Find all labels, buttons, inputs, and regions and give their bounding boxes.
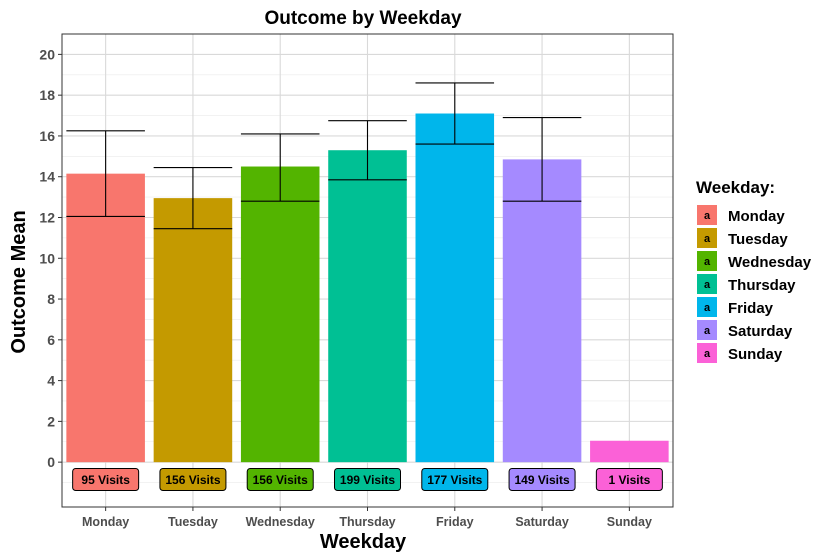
legend-key-glyph: a [704, 279, 711, 291]
legend-item-thursday: a Thursday [697, 274, 796, 294]
x-tick-label: Tuesday [168, 515, 218, 529]
y-tick-label: 12 [39, 209, 55, 225]
data-label-text: 199 Visits [340, 473, 395, 487]
error-bar-tuesday [153, 166, 233, 230]
y-tick-label: 8 [47, 291, 55, 307]
data-label-text: 156 Visits [165, 473, 220, 487]
x-tick-label: Sunday [607, 515, 652, 529]
x-tick-label: Wednesday [246, 515, 315, 529]
data-label-friday: 177 Visits [421, 467, 489, 491]
legend-key [697, 343, 717, 363]
plot-panel: 95 Visits 156 Visits 156 Visits 199 Visits 1… [61, 33, 674, 508]
legend-label: Sunday [728, 346, 783, 363]
bar-friday [415, 113, 495, 463]
data-label-wednesday: 156 Visits [246, 467, 314, 491]
legend-key-glyph: a [704, 325, 711, 337]
legend-key [697, 297, 717, 317]
x-axis-ticks: Monday Tuesday Wednesday Thursday Friday Satu… [82, 507, 652, 529]
y-tick-label: 6 [47, 332, 55, 348]
legend-key-glyph: a [704, 256, 711, 268]
y-tick-label: 10 [39, 250, 55, 266]
data-label-text: 95 Visits [81, 473, 130, 487]
legend-key-glyph: a [704, 210, 711, 222]
data-label-monday: 95 Visits [72, 467, 140, 491]
legend-label: Friday [728, 300, 774, 317]
legend-item-wednesday: a Wednesday [697, 251, 812, 271]
legend-key [697, 205, 717, 225]
data-label-text: 1 Visits [608, 473, 650, 487]
bar-sunday [590, 440, 669, 463]
chart-title: Outcome by Weekday [264, 8, 462, 29]
y-axis-ticks: 0 2 4 6 8 10 12 14 16 18 20 [39, 46, 62, 470]
legend-title: Weekday: [696, 178, 775, 197]
data-label-saturday: 149 Visits [508, 467, 576, 491]
legend-key [697, 320, 717, 340]
bar-wednesday [240, 166, 320, 463]
legend-key [697, 251, 717, 271]
y-tick-label: 2 [47, 413, 55, 429]
y-tick-label: 0 [47, 454, 55, 470]
y-tick-label: 16 [39, 128, 55, 144]
x-tick-label: Friday [436, 515, 474, 529]
legend-item-saturday: a Saturday [697, 320, 793, 340]
legend-item-monday: a Monday [697, 205, 785, 225]
y-tick-label: 18 [39, 87, 55, 103]
legend-label: Saturday [728, 323, 793, 340]
legend-item-sunday: a Sunday [697, 343, 783, 363]
legend-label: Wednesday [728, 254, 812, 271]
error-bar-wednesday [240, 133, 320, 202]
error-bar-thursday [328, 120, 407, 181]
x-tick-label: Monday [82, 515, 129, 529]
legend-item-friday: a Friday [697, 297, 774, 317]
bar-monday [66, 173, 145, 463]
legend: Weekday: a Monday a Tuesday a Wednesday a Thurs… [696, 178, 812, 363]
legend-key-glyph: a [704, 233, 711, 245]
error-bar-saturday [502, 117, 582, 202]
legend-key [697, 228, 717, 248]
data-label-tuesday: 156 Visits [159, 467, 227, 491]
data-label-text: 156 Visits [253, 473, 308, 487]
error-bar-friday [415, 82, 495, 145]
bar-thursday [328, 150, 407, 463]
legend-key-glyph: a [704, 302, 711, 314]
y-tick-label: 4 [47, 373, 55, 389]
legend-label: Tuesday [728, 231, 788, 248]
data-label-text: 149 Visits [514, 473, 569, 487]
bar-tuesday [153, 198, 233, 463]
x-axis-title: Weekday [320, 531, 407, 553]
data-label-text: 177 Visits [427, 473, 482, 487]
legend-item-tuesday: a Tuesday [697, 228, 788, 248]
error-bar-monday [66, 130, 145, 218]
bar-saturday [502, 159, 582, 463]
y-axis-title: Outcome Mean [8, 210, 30, 353]
y-tick-label: 20 [39, 46, 55, 62]
data-label-thursday: 199 Visits [334, 467, 401, 491]
legend-key-glyph: a [704, 348, 711, 360]
data-label-sunday: 1 Visits [595, 467, 663, 491]
x-tick-label: Saturday [515, 515, 569, 529]
y-tick-label: 14 [39, 169, 55, 185]
legend-label: Monday [728, 208, 785, 225]
legend-label: Thursday [728, 277, 796, 294]
legend-key [697, 274, 717, 294]
x-tick-label: Thursday [339, 515, 395, 529]
